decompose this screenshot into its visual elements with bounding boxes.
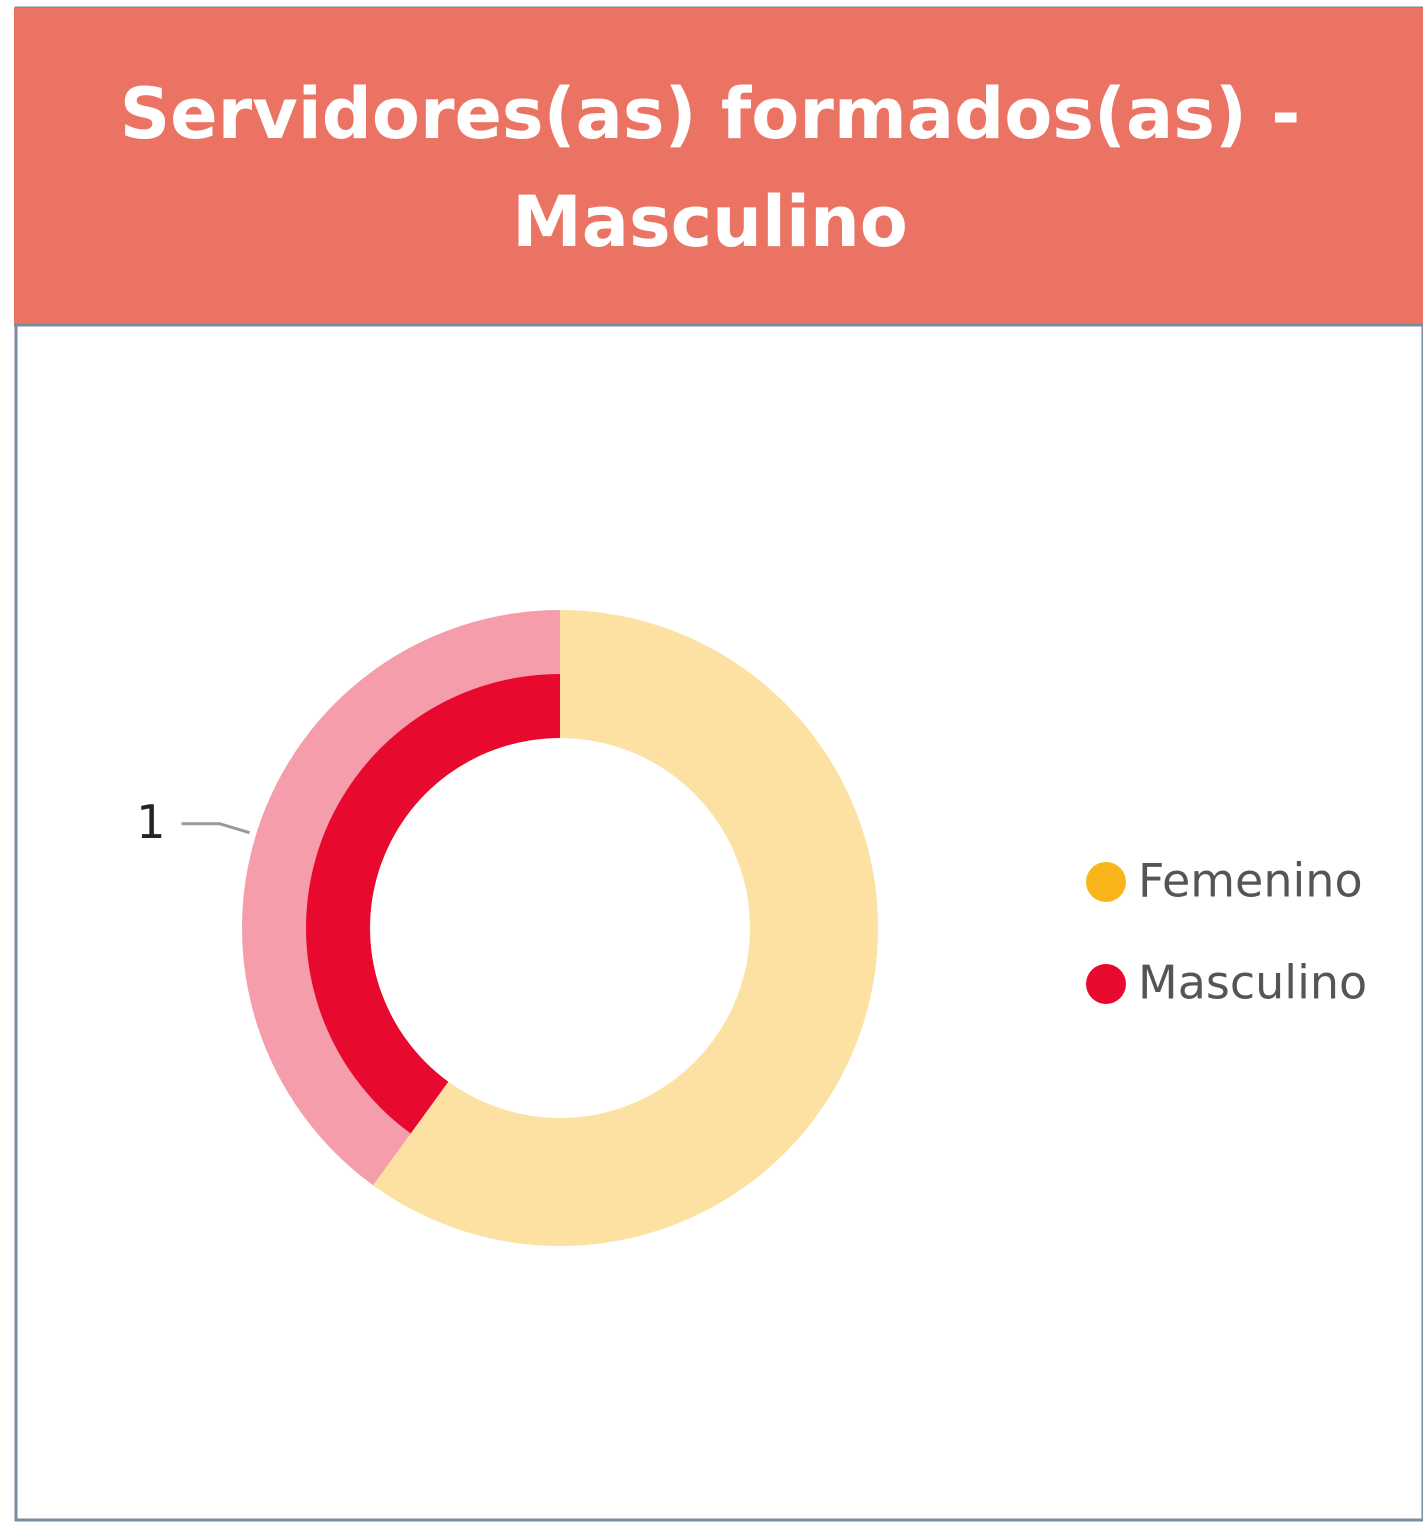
data-label: 1 bbox=[136, 795, 165, 849]
chart-title: Servidores(as) formados(as) - Masculino bbox=[119, 73, 1301, 263]
legend-marker bbox=[1086, 964, 1126, 1004]
slice-highlight bbox=[305, 674, 560, 1134]
slice bbox=[373, 610, 878, 1246]
title-box: Servidores(as) formados(as) - Masculino bbox=[119, 73, 1301, 263]
header bbox=[14, 8, 1423, 325]
legend-label: Femenino bbox=[1138, 854, 1363, 908]
leader-line bbox=[181, 822, 250, 835]
legend-marker bbox=[1086, 862, 1126, 902]
legend-label: Masculino bbox=[1138, 956, 1367, 1010]
